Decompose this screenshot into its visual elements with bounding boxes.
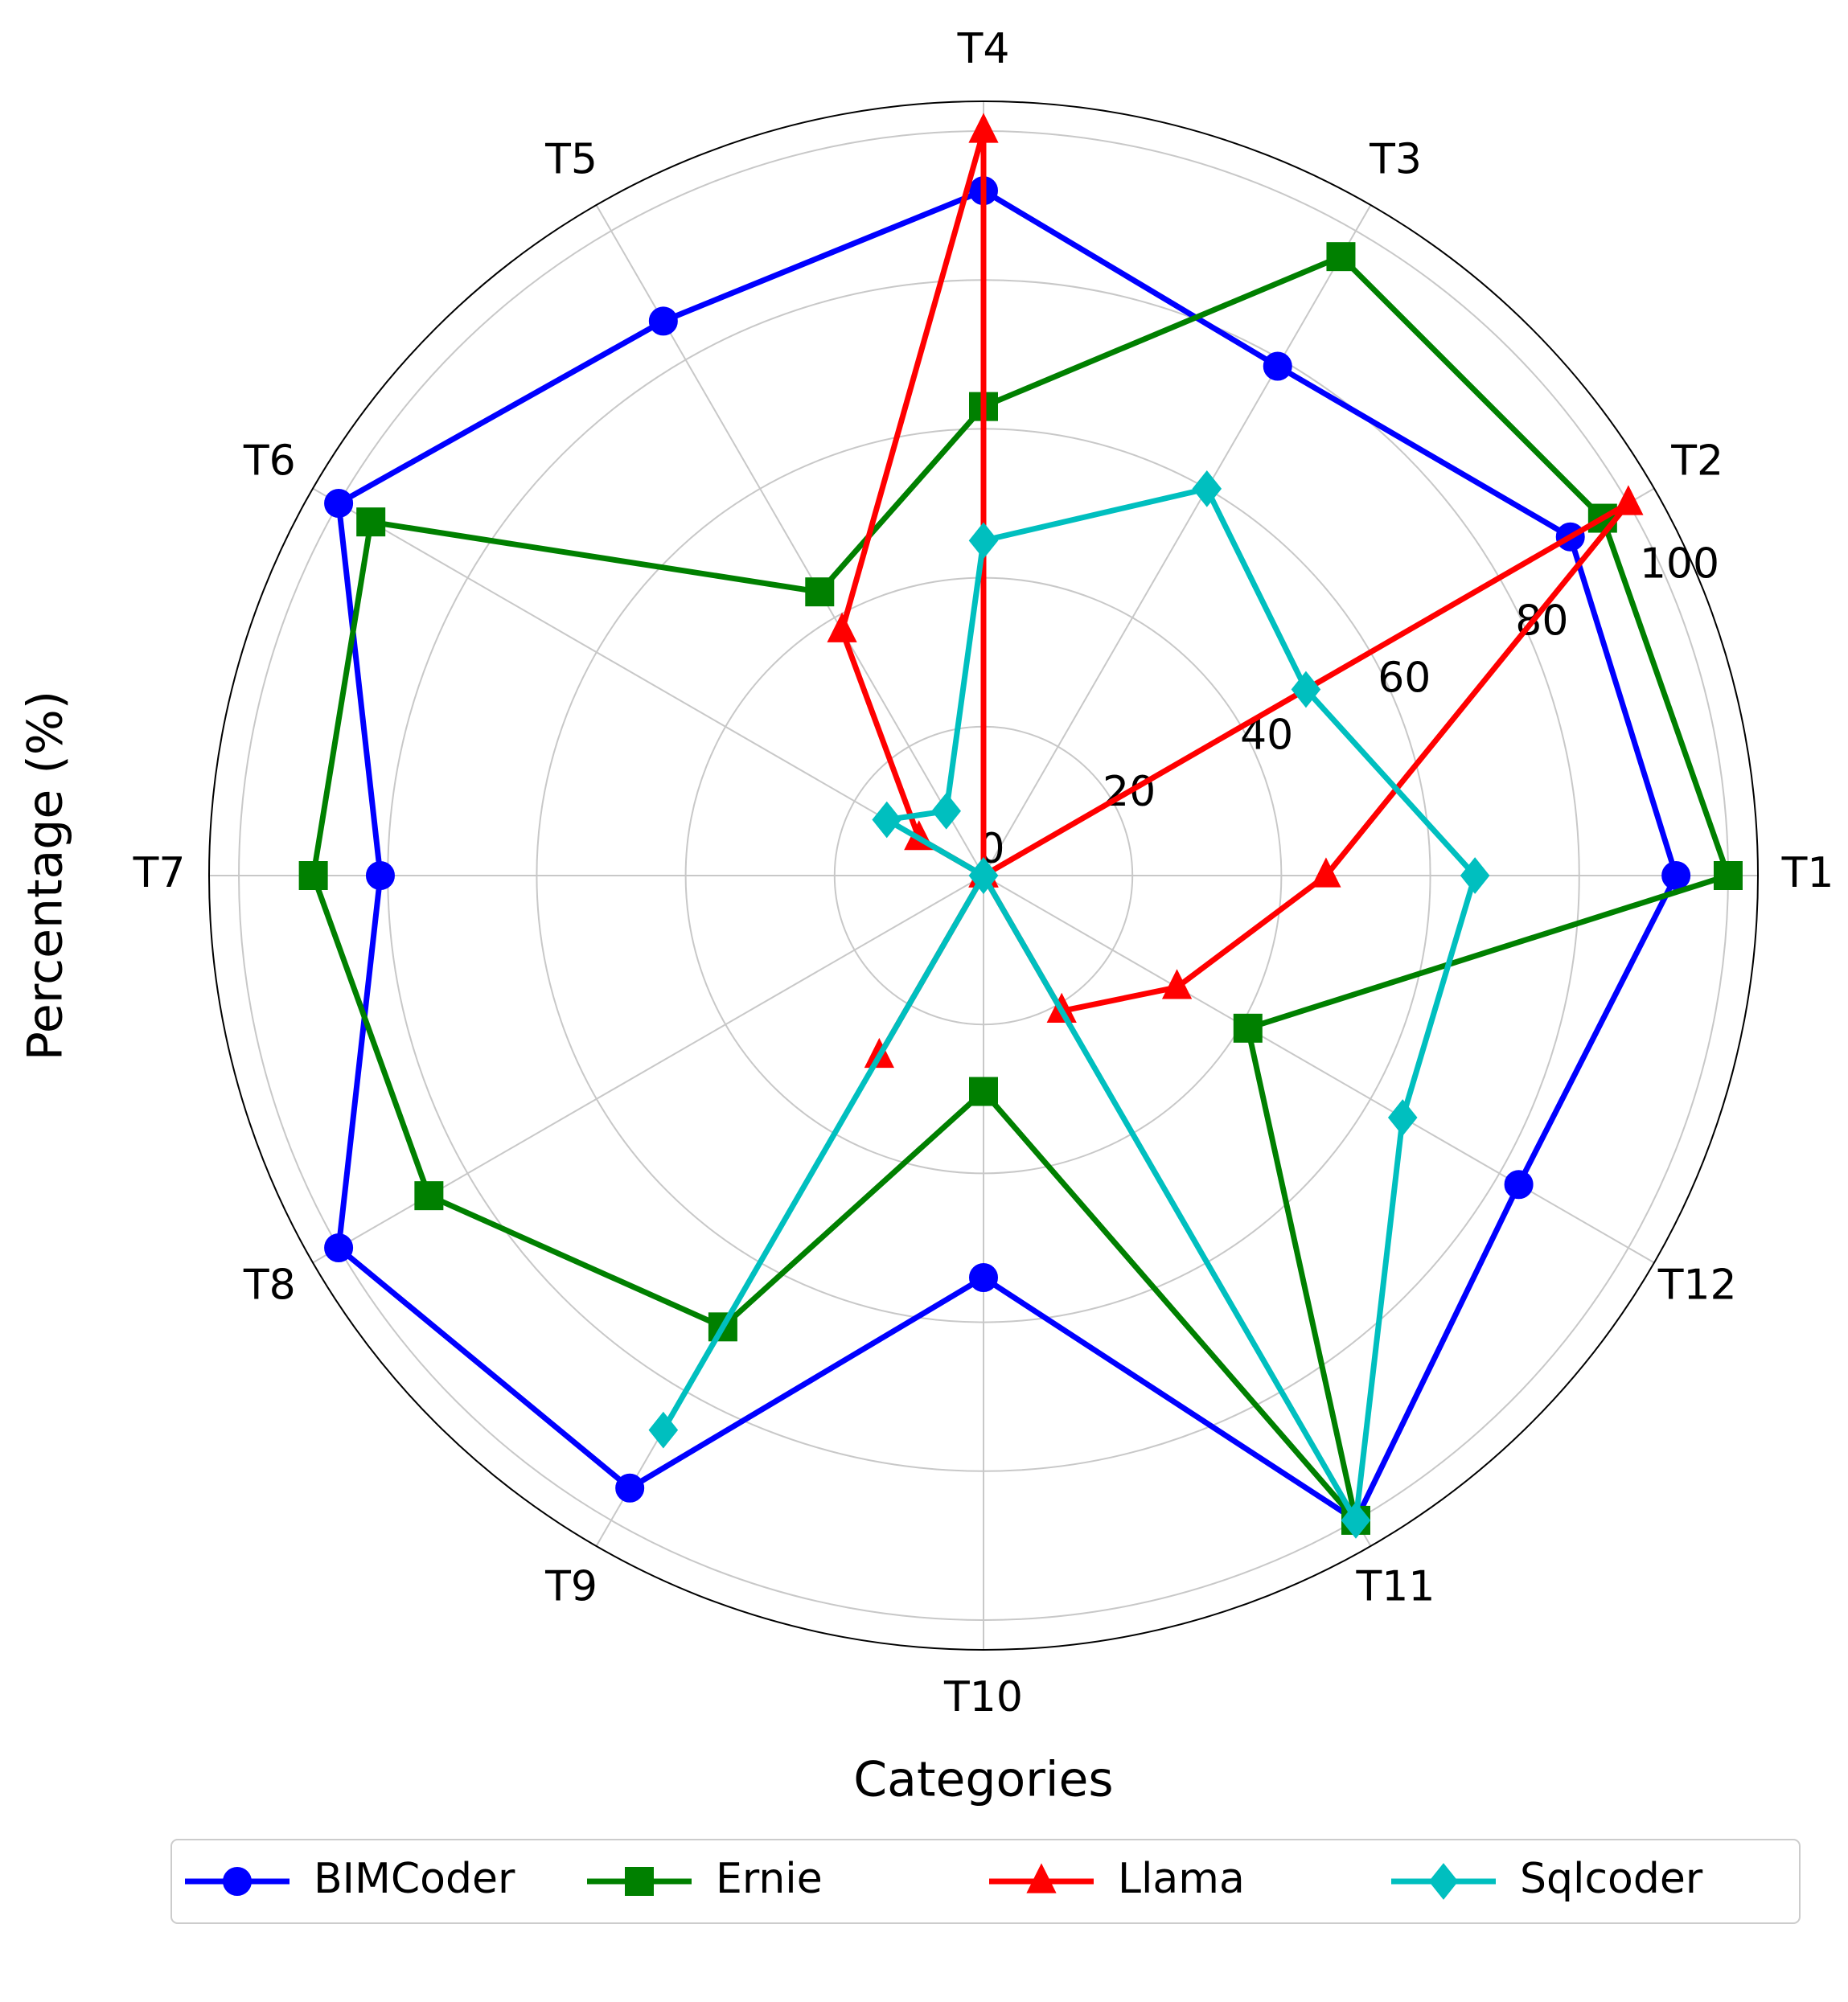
marker xyxy=(968,113,999,143)
marker xyxy=(1504,1170,1534,1200)
marker xyxy=(1291,671,1321,708)
legend-label: BIMCoder xyxy=(314,1855,515,1903)
marker xyxy=(872,801,901,839)
spoke xyxy=(595,204,984,876)
category-label: T5 xyxy=(544,135,598,183)
marker xyxy=(1428,1863,1459,1900)
y-axis-label: Percentage (%) xyxy=(18,691,74,1060)
category-label: T4 xyxy=(957,25,1010,73)
legend-label: Ernie xyxy=(716,1855,823,1903)
marker xyxy=(365,861,395,890)
legend-box xyxy=(170,1839,1801,1924)
legend-label: Llama xyxy=(1118,1855,1245,1903)
marker xyxy=(1713,861,1743,890)
marker xyxy=(931,792,961,830)
r-tick-label: 80 xyxy=(1515,597,1568,646)
marker xyxy=(968,857,999,894)
spoke xyxy=(983,875,1655,1264)
category-label: T1 xyxy=(1781,849,1834,897)
marker xyxy=(805,577,835,607)
marker xyxy=(1192,470,1222,507)
r-tick-label: 60 xyxy=(1378,654,1431,702)
series-line xyxy=(660,486,1478,1524)
legend-label: Sqlcoder xyxy=(1520,1855,1703,1903)
marker xyxy=(324,1233,354,1262)
category-label: T11 xyxy=(1356,1563,1435,1611)
category-label: T10 xyxy=(943,1673,1023,1721)
marker xyxy=(1341,1502,1371,1539)
category-label: T7 xyxy=(133,849,186,897)
marker xyxy=(1460,857,1490,894)
marker xyxy=(1326,242,1356,272)
marker xyxy=(1387,1099,1418,1136)
marker xyxy=(968,522,999,560)
marker xyxy=(1026,1863,1057,1893)
marker xyxy=(648,1411,679,1449)
marker xyxy=(1263,351,1292,381)
marker xyxy=(1311,857,1341,888)
spoke xyxy=(983,204,1372,876)
spoke xyxy=(312,487,984,876)
category-label: T6 xyxy=(243,437,296,486)
marker xyxy=(625,1867,654,1896)
marker xyxy=(969,1263,998,1293)
r-tick-label: 40 xyxy=(1240,711,1293,759)
series-line xyxy=(310,253,1731,1524)
marker xyxy=(969,1077,998,1106)
category-label: T3 xyxy=(1369,135,1422,183)
outer-frame xyxy=(208,101,1759,1651)
category-label: T8 xyxy=(243,1262,296,1310)
marker xyxy=(356,507,386,537)
marker xyxy=(324,489,354,519)
marker xyxy=(1661,861,1691,890)
marker xyxy=(615,1473,645,1503)
x-axis-label: Categories xyxy=(853,1752,1113,1808)
marker xyxy=(223,1867,252,1896)
category-label: T12 xyxy=(1657,1262,1737,1310)
spoke xyxy=(312,875,984,1264)
marker xyxy=(1613,485,1644,515)
category-label: T9 xyxy=(544,1563,598,1611)
marker xyxy=(1161,969,1193,999)
marker xyxy=(827,612,857,642)
category-label: T2 xyxy=(1670,437,1723,486)
marker xyxy=(648,306,678,336)
marker xyxy=(414,1181,444,1211)
r-tick-label: 100 xyxy=(1640,540,1719,589)
marker xyxy=(298,861,328,890)
marker xyxy=(1233,1013,1263,1043)
